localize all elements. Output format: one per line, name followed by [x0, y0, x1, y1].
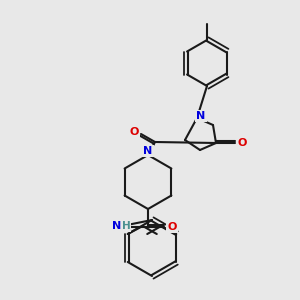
Text: O: O — [167, 222, 177, 232]
Text: O: O — [237, 138, 247, 148]
Text: N: N — [196, 111, 206, 121]
Text: O: O — [129, 127, 139, 137]
Text: N: N — [143, 146, 153, 156]
Text: H: H — [122, 221, 130, 231]
Text: N: N — [112, 221, 122, 231]
